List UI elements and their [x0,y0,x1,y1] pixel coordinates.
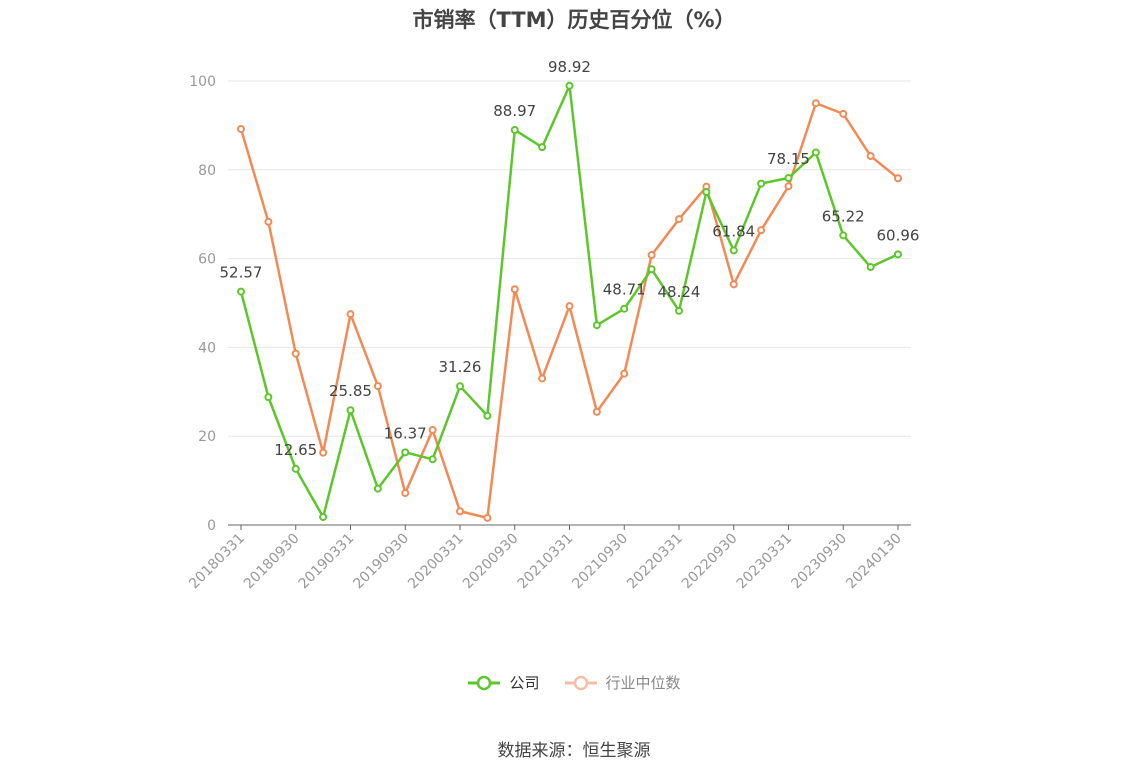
industry-data-point [428,425,437,434]
company-data-label: 78.15 [767,150,810,168]
company-data-point [894,250,902,259]
company-data-label: 52.57 [220,264,263,282]
y-tick-label: 20 [198,429,216,445]
data-label-layer: 52.57 12.65 25.85 16.37 31.26 88.97 98.92 48.71… [220,58,920,459]
industry-data-point [483,513,492,522]
industry-data-point [620,369,629,378]
company-data-label: 61.84 [712,222,755,240]
company-data-point [237,287,245,296]
industry-data-point [565,302,574,311]
x-tick-label: 20190331 [296,531,358,593]
company-data-point [620,304,629,313]
line-chart: 0 20 40 60 80 100 2018033120180930201903312019… [186,58,920,593]
company-data-point [538,143,547,152]
x-tick-label: 20220930 [679,531,741,593]
company-data-point [510,125,519,134]
company-data-point [647,265,656,274]
industry-data-point [894,174,902,183]
x-tick-label: 20210930 [569,531,631,593]
company-data-label: 60.96 [877,226,920,244]
x-tick-label: 20240130 [843,531,905,593]
company-data-label: 98.92 [548,58,591,76]
x-tick-label: 20200331 [405,531,467,593]
legend-item-industry[interactable]: 行业中位数 [564,672,681,693]
x-tick-label: 20190930 [350,531,412,593]
company-data-point [866,263,875,272]
company-data-label: 88.97 [493,102,536,120]
company-data-point [346,406,355,415]
industry-data-point [839,109,848,118]
industry-data-point [675,215,683,224]
company-data-point [264,393,273,402]
company-data-label: 12.65 [274,441,317,459]
industry-data-point [811,99,820,108]
company-data-label: 65.22 [822,207,865,225]
company-data-point [839,231,848,240]
industry-data-point [757,226,766,235]
industry-data-point [647,251,656,260]
x-tick-label: 20180930 [241,531,303,593]
x-tick-label: 20230331 [734,531,796,593]
company-data-label: 48.24 [658,283,701,301]
industry-data-point [237,124,245,133]
legend-company-marker-icon [468,675,501,690]
company-data-point [565,81,574,90]
industry-data-point [592,407,601,416]
y-tick-label: 100 [189,74,216,90]
x-tick-label: 20230930 [788,531,850,593]
company-data-point [784,174,793,183]
company-data-point [757,179,766,188]
company-data-point [319,513,328,522]
company-data-label: 16.37 [384,424,427,442]
legend-item-company[interactable]: 公司 [467,672,540,693]
industry-data-point [319,448,328,457]
industry-data-point [264,217,273,226]
legend-industry-label: 行业中位数 [605,674,681,692]
y-tick-label: 0 [207,518,216,534]
x-tick-label: 20210331 [515,531,577,593]
company-data-point [456,382,464,391]
company-data-label: 31.26 [439,358,482,376]
series-layer [237,81,902,522]
legend-industry-marker-icon [564,675,597,690]
company-data-label: 48.71 [603,281,646,299]
company-data-point [373,484,382,493]
company-data-point [291,464,300,473]
company-data-point [702,188,711,196]
company-data-point [483,411,492,420]
company-data-point [428,455,437,464]
industry-data-point [538,374,547,383]
industry-data-point [291,349,300,358]
industry-data-point [456,507,464,516]
legend-company-label: 公司 [509,674,540,692]
company-data-label: 25.85 [329,382,372,400]
y-tick-label: 60 [198,252,216,268]
grid-layer [228,80,911,437]
company-data-point [729,246,738,255]
industry-data-point [346,310,355,319]
source-note: 数据来源：恒生聚源 [497,741,651,761]
company-data-point [811,148,820,157]
industry-data-point [510,285,519,294]
industry-data-point [866,152,875,161]
industry-data-point [784,182,793,191]
legend: 公司 行业中位数 [0,672,1148,693]
company-data-point [401,448,410,457]
y-tick-label: 40 [198,340,216,356]
company-data-point [675,306,683,315]
chart-title: 市销率（TTM）历史百分位（%） [412,8,736,32]
x-tick-label: 20180331 [186,531,248,593]
company-data-point [592,321,601,330]
x-tick-label: 20220331 [624,531,686,593]
y-tick-label: 80 [198,163,216,179]
x-tick-label: 20200930 [460,531,522,593]
industry-data-point [373,382,382,391]
industry-data-point [401,489,410,498]
industry-data-point [729,280,738,289]
